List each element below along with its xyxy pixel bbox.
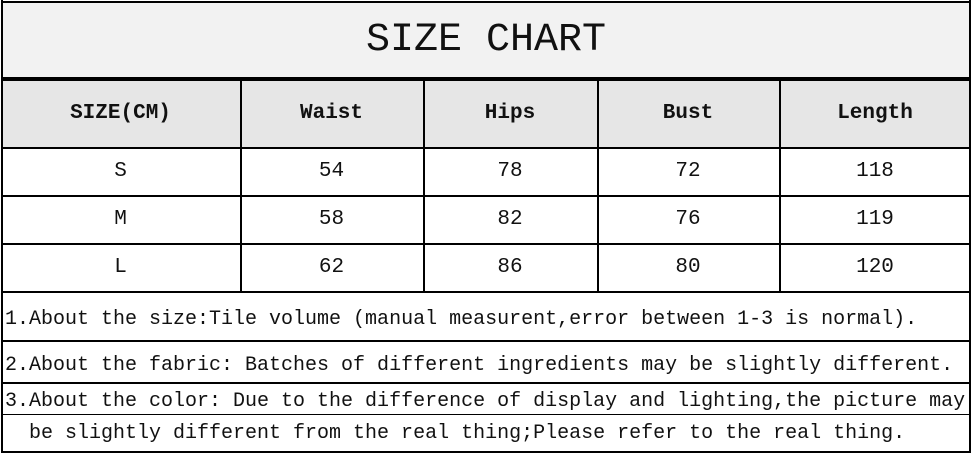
- cell-waist: 62: [318, 255, 345, 279]
- header-size: SIZE(CM): [1, 79, 240, 147]
- divider: [1, 451, 971, 453]
- row-line: [1, 291, 971, 293]
- cell-hips: 82: [497, 207, 523, 231]
- note-fabric: 2.About the fabric: Batches of different…: [5, 354, 954, 377]
- note-color-continued: be slightly different from the real thin…: [29, 422, 906, 445]
- cell-length: 119: [856, 207, 894, 231]
- header-hips: Hips: [423, 79, 597, 147]
- row-line: [1, 243, 971, 245]
- header-bust: Bust: [597, 79, 779, 147]
- row-line: [1, 195, 971, 197]
- header-waist: Waist: [240, 79, 423, 147]
- cell-bust: 76: [675, 207, 701, 231]
- cell-waist: 54: [318, 159, 345, 183]
- column-line: [240, 79, 242, 291]
- column-line: [779, 79, 781, 291]
- cell-size: S: [114, 159, 127, 183]
- cell-waist: 58: [318, 207, 345, 231]
- cell-size: M: [114, 207, 127, 231]
- note-color: 3.About the color: Due to the difference…: [5, 390, 966, 413]
- divider: [1, 382, 971, 384]
- cell-hips: 86: [497, 255, 523, 279]
- cell-bust: 72: [675, 159, 701, 183]
- border-right: [969, 0, 971, 453]
- divider: [1, 414, 971, 415]
- cell-size: L: [114, 255, 127, 279]
- border-left: [1, 0, 3, 453]
- row-line: [1, 79, 971, 81]
- size-chart-title: SIZE CHART: [1, 1, 971, 79]
- column-line: [423, 79, 425, 291]
- cell-hips: 78: [497, 159, 523, 183]
- cell-length: 118: [856, 159, 894, 183]
- row-line: [1, 147, 971, 149]
- cell-bust: 80: [675, 255, 701, 279]
- column-line: [597, 79, 599, 291]
- header-length: Length: [779, 79, 971, 147]
- divider: [1, 340, 971, 342]
- note-size: 1.About the size:Tile volume (manual mea…: [5, 308, 918, 331]
- cell-length: 120: [856, 255, 894, 279]
